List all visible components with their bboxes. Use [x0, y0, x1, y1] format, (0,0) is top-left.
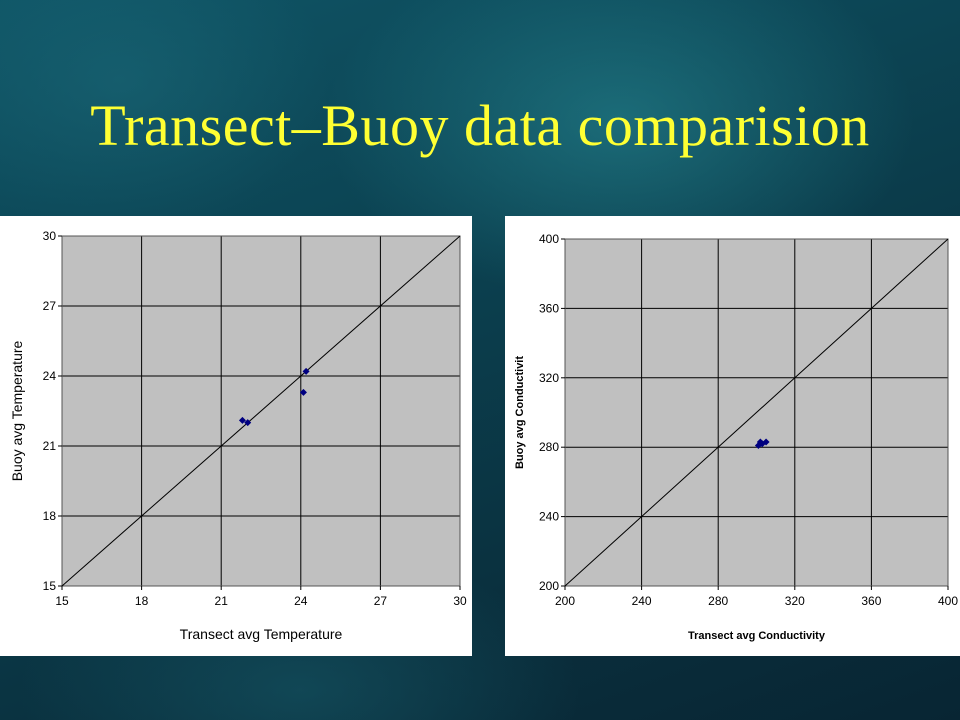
identity-line — [564, 238, 949, 587]
x-tick-label: 360 — [861, 594, 881, 608]
x-tick-label: 400 — [938, 594, 958, 608]
slide-title: Transect–Buoy data comparision — [90, 93, 870, 158]
y-tick-label: 24 — [43, 369, 57, 383]
data-point — [238, 416, 246, 424]
y-tick-label: 18 — [43, 509, 57, 523]
y-tick-label: 400 — [539, 232, 559, 246]
data-point — [299, 388, 307, 396]
y-tick-label: 21 — [43, 439, 57, 453]
x-tick-label: 280 — [708, 594, 728, 608]
y-tick-label: 200 — [539, 579, 559, 593]
x-tick-label: 320 — [785, 594, 805, 608]
identity-line — [61, 235, 461, 587]
x-tick-label: 15 — [55, 594, 69, 608]
x-axis-label: Transect avg Temperature — [180, 626, 343, 642]
x-tick-label: 200 — [555, 594, 575, 608]
x-tick-label: 18 — [135, 594, 149, 608]
y-tick-label: 27 — [43, 299, 57, 313]
x-tick-label: 21 — [215, 594, 229, 608]
temperature-chart-panel: 15 18 21 24 27 30 15 18 21 24 27 30 Transect avg Tem… — [0, 216, 472, 656]
x-axis-label: Transect avg Conductivity — [688, 630, 826, 642]
y-tick-label: 240 — [539, 510, 559, 524]
y-tick-label: 280 — [539, 440, 559, 454]
x-tick-label: 24 — [294, 594, 308, 608]
x-tick-label: 240 — [632, 594, 652, 608]
temperature-scatter-chart: 15 18 21 24 27 30 15 18 21 24 27 30 Transect avg Tem… — [9, 229, 467, 642]
plot-border — [564, 238, 949, 587]
x-tick-label: 27 — [374, 594, 388, 608]
y-tick-label: 30 — [43, 229, 57, 243]
y-axis-label: Buoy avg Temperature — [9, 340, 25, 481]
y-tick-label: 320 — [539, 371, 559, 385]
plot-border — [61, 235, 461, 587]
y-tick-label: 15 — [43, 579, 57, 593]
conductivity-chart-panel: 200 240 280 320 360 400 200 240 280 320 360 400 Tran… — [505, 216, 960, 656]
x-tick-label: 30 — [453, 594, 467, 608]
y-tick-label: 360 — [539, 301, 559, 315]
conductivity-scatter-chart: 200 240 280 320 360 400 200 240 280 320 360 400 Tran… — [514, 232, 958, 642]
y-axis-label: Buoy avg Conductivit — [514, 356, 526, 469]
data-point — [758, 440, 766, 448]
data-point — [302, 367, 310, 375]
data-point — [244, 419, 252, 427]
